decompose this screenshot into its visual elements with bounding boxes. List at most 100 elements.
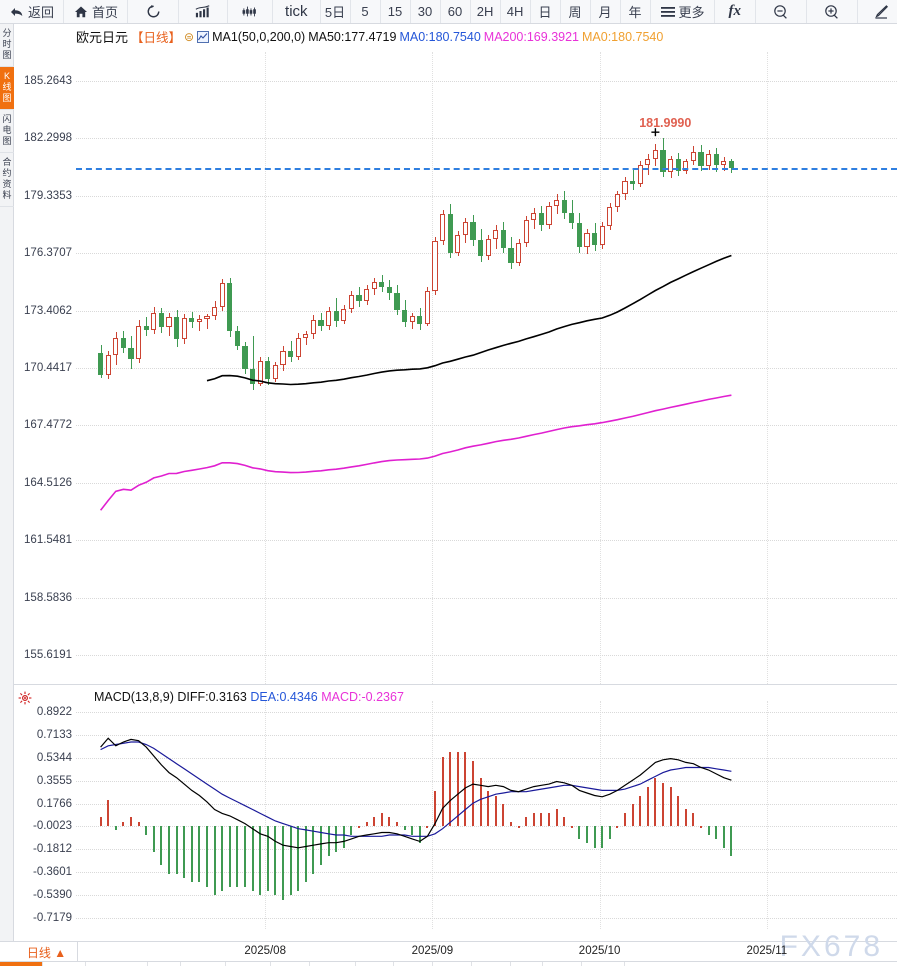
macd-histogram-bar <box>730 826 733 857</box>
zoom-out-icon <box>773 4 789 20</box>
tab-settings[interactable]: 设置 <box>582 962 625 966</box>
main-toolbar: 返回 首页 tick 5日 5 15 30 60 2H 4H 日 周 月 年 更… <box>0 0 897 24</box>
tab-kdj[interactable]: KDJ <box>394 962 434 966</box>
macd-histogram-bar <box>350 826 353 835</box>
macd-histogram-bar <box>540 813 543 827</box>
period-4hour-label: 4H <box>506 4 524 19</box>
back-button[interactable]: 返回 <box>0 0 65 23</box>
macd-histogram-bar <box>510 821 512 827</box>
macd-histogram-bar <box>502 804 505 827</box>
period-year[interactable]: 年 <box>620 0 651 23</box>
tab-vip-indicator[interactable]: VIP指标 <box>86 962 149 966</box>
macd-histogram-bar <box>639 795 642 827</box>
ma200-value: MA200:169.3921 <box>483 29 579 44</box>
hamburger-icon <box>660 4 676 20</box>
macd-y-tick: 0.1766 <box>36 797 72 810</box>
sidebar-item-timeshare-chart[interactable]: 分时图 <box>0 24 14 67</box>
tab-ma[interactable]: MA <box>148 962 181 966</box>
macd-dea-value: DEA:0.4346 <box>250 690 318 704</box>
macd-histogram-bar <box>608 826 611 840</box>
sidebar-item-label: 合约资料 <box>2 157 12 200</box>
tab-template[interactable]: 模板 <box>43 962 87 966</box>
macd-macd-value: MACD:-0.2367 <box>321 690 404 704</box>
period-60min-label: 60 <box>447 4 463 19</box>
gridline <box>76 80 897 82</box>
period-month[interactable]: 月 <box>590 0 621 23</box>
indicator-tabbar: 指标模板VIP指标MAMACDBOLLVOLBIASCCIKDJLW&RSICR… <box>0 962 897 966</box>
more-button[interactable]: 更多 <box>650 0 715 23</box>
vertical-gridline <box>432 701 434 929</box>
macd-lines-overlay <box>100 737 732 849</box>
macd-histogram-bar <box>494 795 497 827</box>
zoom-in-button[interactable] <box>807 0 859 23</box>
macd-plot-area[interactable] <box>76 701 897 929</box>
chart-body: 分时图 K线图 闪电图 合约资料 欧元日元 【日线】 ⊜ MA1(50,0,20… <box>0 24 897 966</box>
macd-histogram-bar <box>297 826 300 892</box>
period-tick[interactable]: tick <box>273 0 321 23</box>
macd-histogram-bar <box>631 804 634 827</box>
period-5min[interactable]: 5 <box>350 0 381 23</box>
period-5day[interactable]: 5日 <box>320 0 351 23</box>
period-60min[interactable]: 60 <box>440 0 471 23</box>
draw-button[interactable] <box>858 0 897 23</box>
tab-macd[interactable]: MACD <box>181 962 226 966</box>
macd-pane: MACD(13,8,9) DIFF:0.3163 DEA:0.4346 MACD… <box>14 684 897 941</box>
period-30min[interactable]: 30 <box>410 0 441 23</box>
tab-rsi[interactable]: RSI <box>472 962 511 966</box>
formula-button[interactable]: fx <box>714 0 757 23</box>
macd-y-tick: -0.3601 <box>32 865 72 878</box>
macd-histogram-bar <box>145 826 148 835</box>
gridline <box>76 368 897 369</box>
period-week[interactable]: 周 <box>560 0 591 23</box>
macd-histogram-bar <box>137 821 140 827</box>
period-4hour[interactable]: 4H <box>500 0 531 23</box>
macd-histogram-bar <box>206 826 208 887</box>
tab-cr[interactable]: CR <box>511 962 544 966</box>
macd-histogram-bar <box>122 821 125 827</box>
tab-lw[interactable]: LW& <box>433 962 473 966</box>
period-day[interactable]: 日 <box>530 0 561 23</box>
macd-histogram-bar <box>251 826 254 892</box>
back-label: 返回 <box>28 5 55 20</box>
tab-cci[interactable]: CCI <box>356 962 395 966</box>
tab-boll[interactable]: BOLL <box>226 962 272 966</box>
macd-histogram-bar <box>320 826 322 866</box>
macd-histogram-bar <box>715 826 718 840</box>
macd-histogram-bar <box>274 826 277 896</box>
ma0-value: MA0:180.7540 <box>399 29 481 44</box>
zoom-out-button[interactable] <box>756 0 808 23</box>
price-y-tick: 176.3707 <box>24 247 72 260</box>
left-sidebar: 分时图 K线图 闪电图 合约资料 <box>0 24 14 941</box>
tab-indicator[interactable]: 指标 <box>0 962 44 966</box>
macd-settings-icon[interactable] <box>18 691 32 705</box>
sidebar-item-contract-info[interactable]: 合约资料 <box>0 153 14 207</box>
refresh-button[interactable] <box>128 0 180 23</box>
gridline <box>76 712 897 714</box>
period-15min[interactable]: 15 <box>380 0 411 23</box>
chart-type-button[interactable] <box>179 0 229 23</box>
macd-histogram-bar <box>464 752 467 827</box>
tab-psy[interactable]: PSY <box>543 962 582 966</box>
ma-params: MA1(50,0,200,0) <box>212 29 306 44</box>
sidebar-item-kline-chart[interactable]: K线图 <box>0 67 14 110</box>
period-toggle[interactable]: 日线 ▲ <box>16 942 78 962</box>
home-button[interactable]: 首页 <box>64 0 129 23</box>
macd-histogram-bar <box>525 817 528 827</box>
macd-histogram-bar <box>586 826 588 844</box>
period-2hour[interactable]: 2H <box>470 0 501 23</box>
macd-histogram-bar <box>616 826 619 828</box>
price-plot-area[interactable]: 181.9990 <box>76 52 897 684</box>
macd-histogram-bar <box>707 826 710 835</box>
period-30min-label: 30 <box>417 4 433 19</box>
macd-histogram-bar <box>312 826 315 874</box>
tab-vol[interactable]: VOL <box>271 962 311 966</box>
tab-bias[interactable]: BIAS <box>310 962 356 966</box>
candlestick-type-button[interactable] <box>228 0 274 23</box>
macd-histogram-bar <box>624 813 626 827</box>
price-chart-header: 欧元日元 【日线】 ⊜ MA1(50,0,200,0) MA50:177.471… <box>76 27 663 46</box>
date-tick: 2025/08 <box>244 945 286 957</box>
indicator-icon <box>197 30 210 43</box>
macd-y-tick: 0.3555 <box>36 774 72 787</box>
gridline <box>76 849 897 851</box>
sidebar-item-lightning-chart[interactable]: 闪电图 <box>0 110 14 153</box>
